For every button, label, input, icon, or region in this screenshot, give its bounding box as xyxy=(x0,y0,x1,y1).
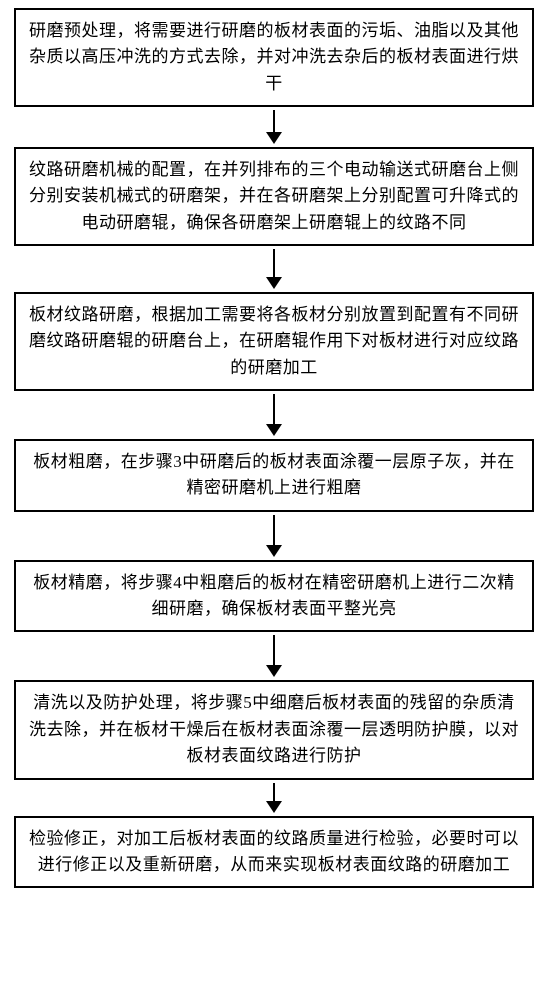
arrow-6 xyxy=(266,783,282,813)
arrow-head-icon xyxy=(266,424,282,436)
step-text: 检验修正，对加工后板材表面的纹路质量进行检验，必要时可以进行修正以及重新研磨，从… xyxy=(29,829,519,874)
step-box-2: 纹路研磨机械的配置，在并列排布的三个电动输送式研磨台上侧分别安装机械式的研磨架，… xyxy=(14,147,534,246)
arrow-head-icon xyxy=(266,132,282,144)
arrow-4 xyxy=(266,515,282,557)
step-text: 纹路研磨机械的配置，在并列排布的三个电动输送式研磨台上侧分别安装机械式的研磨架，… xyxy=(29,160,519,232)
step-text: 板材纹路研磨，根据加工需要将各板材分别放置到配置有不同研磨纹路研磨辊的研磨台上，… xyxy=(29,305,519,377)
step-text: 板材粗磨，在步骤3中研磨后的板材表面涂覆一层原子灰，并在精密研磨机上进行粗磨 xyxy=(33,452,515,497)
step-text: 板材精磨，将步骤4中粗磨后的板材在精密研磨机上进行二次精细研磨，确保板材表面平整… xyxy=(33,573,515,618)
arrow-line xyxy=(273,110,275,132)
arrow-head-icon xyxy=(266,277,282,289)
arrow-3 xyxy=(266,394,282,436)
step-box-5: 板材精磨，将步骤4中粗磨后的板材在精密研磨机上进行二次精细研磨，确保板材表面平整… xyxy=(14,560,534,633)
arrow-head-icon xyxy=(266,665,282,677)
arrow-line xyxy=(273,249,275,277)
arrow-5 xyxy=(266,635,282,677)
arrow-line xyxy=(273,394,275,424)
step-box-3: 板材纹路研磨，根据加工需要将各板材分别放置到配置有不同研磨纹路研磨辊的研磨台上，… xyxy=(14,292,534,391)
step-box-6: 清洗以及防护处理，将步骤5中细磨后板材表面的残留的杂质清洗去除，并在板材干燥后在… xyxy=(14,680,534,779)
arrow-line xyxy=(273,635,275,665)
step-box-7: 检验修正，对加工后板材表面的纹路质量进行检验，必要时可以进行修正以及重新研磨，从… xyxy=(14,816,534,889)
flowchart-container: 研磨预处理，将需要进行研磨的板材表面的污垢、油脂以及其他杂质以高压冲洗的方式去除… xyxy=(12,8,536,888)
arrow-line xyxy=(273,515,275,545)
arrow-head-icon xyxy=(266,801,282,813)
arrow-head-icon xyxy=(266,545,282,557)
arrow-line xyxy=(273,783,275,801)
step-box-4: 板材粗磨，在步骤3中研磨后的板材表面涂覆一层原子灰，并在精密研磨机上进行粗磨 xyxy=(14,439,534,512)
step-text: 研磨预处理，将需要进行研磨的板材表面的污垢、油脂以及其他杂质以高压冲洗的方式去除… xyxy=(29,21,519,93)
step-text: 清洗以及防护处理，将步骤5中细磨后板材表面的残留的杂质清洗去除，并在板材干燥后在… xyxy=(29,693,519,765)
arrow-1 xyxy=(266,110,282,144)
arrow-2 xyxy=(266,249,282,289)
step-box-1: 研磨预处理，将需要进行研磨的板材表面的污垢、油脂以及其他杂质以高压冲洗的方式去除… xyxy=(14,8,534,107)
